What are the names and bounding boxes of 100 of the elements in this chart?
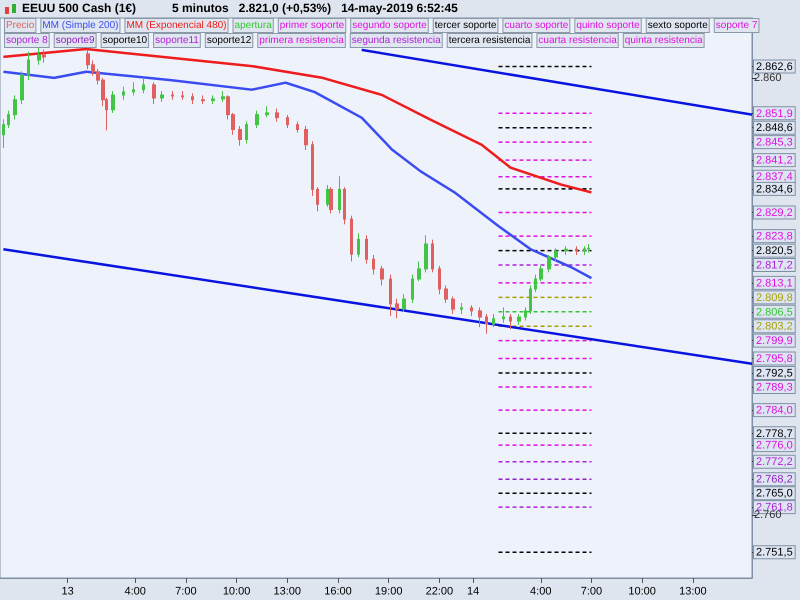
candlestick — [411, 274, 414, 304]
candlestick — [402, 294, 406, 312]
candlestick — [529, 285, 532, 314]
chart-subtitle: 5 minutos 2.821,0 (+0,53%) 14-may-2019 6:52:45 — [172, 1, 458, 15]
text: Precio — [6, 20, 35, 31]
text: cuarta resistencia — [538, 35, 618, 46]
candlestick — [7, 110, 10, 129]
text: MM (Simple 200) — [42, 20, 118, 31]
x-tick-label: 4:00 — [124, 586, 146, 598]
text: tercer soporte — [434, 20, 497, 31]
candlestick — [338, 176, 341, 214]
candlestick — [171, 90, 174, 100]
x-tick-label: 16:00 — [324, 586, 352, 598]
candlestick — [238, 125, 242, 146]
y-tick-label: 2.799,9 — [756, 335, 793, 348]
candlestick — [211, 94, 215, 105]
candlestick — [152, 82, 156, 105]
candlestick — [27, 51, 30, 81]
y-tick-label: 2.792,5 — [756, 367, 793, 380]
candlestick — [444, 285, 448, 304]
y-tick-label: 2.817,2 — [756, 259, 793, 272]
text: quinto soporte — [576, 20, 640, 31]
candlestick — [485, 313, 488, 334]
candlestick — [470, 304, 473, 317]
candlestick — [160, 90, 164, 102]
candlestick — [524, 306, 527, 322]
text: soporte 7 — [716, 20, 758, 31]
y-tick-label: 2.809,8 — [756, 292, 793, 304]
candlestick — [583, 246, 586, 256]
y-tick-label: 2.823,8 — [756, 230, 793, 243]
candlestick — [329, 186, 333, 214]
text: primera resistencia — [259, 35, 344, 46]
y-tick-label: 2.768,2 — [756, 474, 793, 486]
candlestick — [365, 234, 368, 264]
text: sexto soporte — [648, 20, 708, 31]
x-tick-label: 19:00 — [374, 586, 402, 598]
x-tick-label: 4:00 — [530, 586, 552, 598]
candlestick — [451, 296, 455, 314]
x-tick-label: 7:00 — [175, 586, 197, 598]
candlestick — [517, 313, 521, 326]
y-tick-label: 2.834,6 — [756, 183, 793, 196]
text: tercera resistencia — [448, 35, 531, 46]
x-tick-label: 13:00 — [274, 586, 302, 598]
candlestick — [13, 94, 17, 120]
x-tick-label: 22:00 — [426, 586, 454, 598]
y-tick-label: 2.776,0 — [756, 440, 793, 452]
candlestick — [42, 48, 46, 64]
y-tick-label: 2.784,0 — [756, 404, 793, 417]
y-tick-label: 2.751,5 — [756, 546, 793, 559]
y-tick-label: 2.837,4 — [756, 171, 793, 184]
candlestick — [539, 265, 543, 282]
line-series — [2, 48, 593, 194]
candlestick — [389, 274, 392, 317]
y-tick-label: 2.862,6 — [756, 61, 793, 74]
candlestick — [181, 90, 184, 100]
text: soporte11 — [155, 35, 200, 46]
text: soporte12 — [206, 35, 252, 46]
y-tick-label: 2.845,3 — [756, 136, 793, 149]
candlestick — [547, 254, 551, 273]
candlestick — [502, 306, 505, 324]
candlestick — [554, 248, 558, 262]
candlestick — [245, 121, 248, 144]
x-tick-label: 7:00 — [580, 586, 602, 598]
y-tick-label: 2.806,5 — [756, 306, 793, 318]
candlestick — [564, 246, 568, 256]
candlestick — [191, 92, 194, 105]
candlestick — [438, 265, 441, 295]
candlestick — [201, 94, 205, 105]
candlestick — [265, 106, 269, 118]
y-tick-label: 2.841,2 — [756, 154, 793, 167]
candlestick — [296, 121, 299, 134]
candlestick — [316, 186, 319, 212]
y-tick-label: 2.848,6 — [756, 122, 793, 134]
y-tick-label: 2.772,2 — [756, 456, 793, 468]
candlestick — [286, 114, 289, 129]
text: soporte10 — [102, 35, 148, 46]
text: apertura — [234, 20, 272, 31]
y-tick-label: 2.803,2 — [756, 320, 793, 333]
x-tick-label: 13:00 — [679, 586, 707, 598]
candlestick — [509, 313, 512, 330]
text: soporte 8 — [6, 35, 48, 46]
candlestick — [478, 306, 482, 328]
candlestick — [132, 82, 135, 96]
y-tick-label: 2.765,0 — [756, 488, 793, 500]
candlestick — [304, 125, 308, 151]
candlestick — [492, 313, 495, 328]
candlestick — [587, 244, 590, 254]
x-tick-label: 10:00 — [628, 586, 656, 598]
y-tick-label: 2.851,9 — [756, 108, 793, 120]
y-tick-label: 2.820,5 — [756, 245, 793, 258]
candlestick — [2, 118, 5, 148]
candlestick — [20, 70, 24, 105]
candlestick — [122, 86, 125, 100]
text: quinta resistencia — [624, 35, 704, 46]
candlestick — [350, 215, 353, 262]
candlestick — [534, 274, 537, 293]
candlestick — [255, 110, 259, 129]
y-tick-label: 2.789,3 — [756, 381, 793, 394]
text: segundo soporte — [352, 20, 428, 31]
candlestick — [221, 90, 225, 102]
